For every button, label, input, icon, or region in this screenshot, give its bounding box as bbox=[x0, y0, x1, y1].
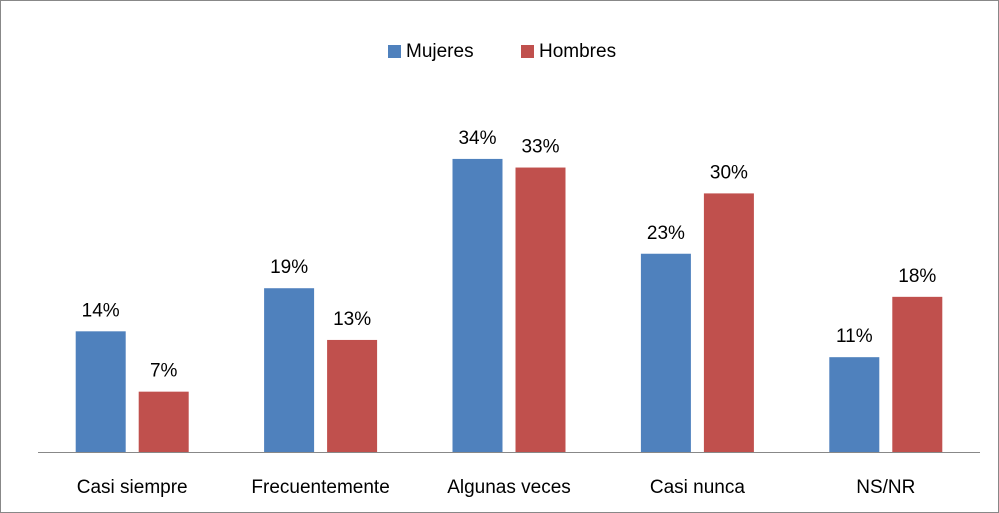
bar bbox=[640, 253, 691, 452]
data-label: 11% bbox=[836, 326, 873, 347]
data-label: 30% bbox=[710, 162, 748, 183]
bar bbox=[264, 288, 315, 452]
x-tick-label: Casi siempre bbox=[77, 477, 188, 498]
data-label: 7% bbox=[150, 361, 178, 382]
bar bbox=[452, 158, 503, 453]
data-label: 14% bbox=[82, 300, 120, 321]
legend-label: Hombres bbox=[539, 41, 616, 62]
bar bbox=[515, 167, 566, 453]
legend-swatch bbox=[521, 45, 534, 58]
legend-label: Mujeres bbox=[406, 41, 474, 62]
data-label: 23% bbox=[647, 223, 685, 244]
bar bbox=[75, 331, 126, 452]
x-tick-label: Algunas veces bbox=[447, 477, 571, 498]
data-label: 19% bbox=[270, 257, 308, 278]
bar bbox=[829, 357, 880, 452]
data-label: 34% bbox=[458, 128, 496, 149]
bar bbox=[892, 296, 943, 452]
bar bbox=[703, 193, 754, 452]
bar bbox=[327, 339, 378, 452]
x-tick-label: NS/NR bbox=[856, 477, 915, 498]
legend-swatch bbox=[388, 45, 401, 58]
data-label: 18% bbox=[898, 266, 936, 287]
bar bbox=[138, 391, 189, 452]
data-label: 13% bbox=[333, 309, 371, 330]
x-tick-label: Frecuentemente bbox=[251, 477, 389, 498]
data-label: 33% bbox=[521, 137, 559, 158]
x-tick-label: Casi nunca bbox=[650, 477, 745, 498]
